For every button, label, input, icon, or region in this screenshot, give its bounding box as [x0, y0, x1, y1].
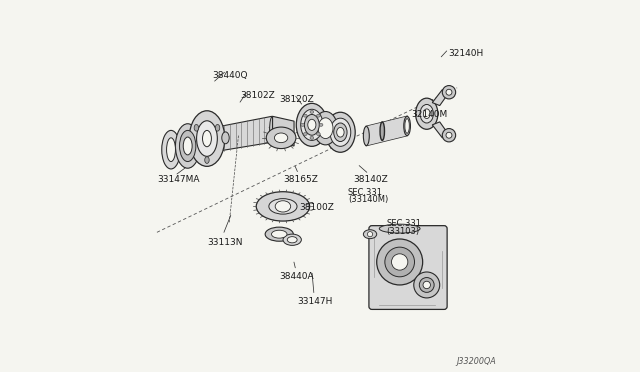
Ellipse shape: [275, 133, 288, 142]
Ellipse shape: [303, 132, 307, 135]
Ellipse shape: [287, 237, 297, 243]
Ellipse shape: [196, 121, 218, 156]
Polygon shape: [273, 116, 294, 146]
Text: 38120Z: 38120Z: [279, 95, 314, 104]
Ellipse shape: [318, 118, 333, 138]
Text: J33200QA: J33200QA: [456, 357, 496, 366]
Ellipse shape: [265, 227, 293, 241]
Ellipse shape: [333, 123, 347, 141]
Polygon shape: [366, 116, 407, 145]
Ellipse shape: [305, 115, 319, 135]
Ellipse shape: [317, 132, 320, 135]
Circle shape: [377, 239, 422, 285]
Circle shape: [442, 86, 456, 99]
Ellipse shape: [222, 132, 229, 144]
Ellipse shape: [189, 111, 225, 166]
Ellipse shape: [310, 137, 314, 139]
Ellipse shape: [275, 201, 291, 212]
Text: (33140M): (33140M): [348, 195, 388, 204]
Ellipse shape: [404, 116, 410, 136]
Ellipse shape: [271, 230, 287, 238]
Text: 38440Q: 38440Q: [212, 71, 248, 80]
Text: 33147H: 33147H: [298, 297, 333, 306]
Ellipse shape: [364, 230, 377, 238]
Text: 33113N: 33113N: [207, 238, 243, 247]
Ellipse shape: [269, 199, 297, 214]
Text: 38102Z: 38102Z: [240, 92, 275, 100]
Circle shape: [385, 247, 415, 277]
Ellipse shape: [308, 119, 316, 131]
Text: 32140M: 32140M: [411, 110, 447, 119]
Circle shape: [423, 281, 431, 289]
Ellipse shape: [420, 105, 433, 123]
Ellipse shape: [205, 157, 209, 163]
Ellipse shape: [364, 126, 369, 145]
Ellipse shape: [256, 192, 310, 221]
Ellipse shape: [194, 125, 198, 131]
Ellipse shape: [405, 119, 410, 133]
Ellipse shape: [283, 234, 301, 246]
Text: 33147MA: 33147MA: [157, 175, 200, 184]
Ellipse shape: [424, 109, 430, 119]
Text: SEC.331: SEC.331: [387, 219, 422, 228]
Ellipse shape: [319, 124, 323, 126]
Ellipse shape: [317, 114, 320, 117]
Circle shape: [442, 129, 456, 142]
Ellipse shape: [266, 127, 296, 148]
Text: 38440A: 38440A: [279, 272, 314, 281]
Text: 38165Z: 38165Z: [283, 175, 318, 184]
Ellipse shape: [183, 137, 192, 155]
Ellipse shape: [166, 138, 175, 161]
Circle shape: [367, 232, 372, 237]
Circle shape: [392, 254, 408, 270]
Ellipse shape: [337, 128, 344, 137]
Ellipse shape: [301, 124, 305, 126]
Ellipse shape: [269, 116, 276, 142]
Circle shape: [446, 132, 452, 138]
Circle shape: [414, 272, 440, 298]
Text: 38140Z: 38140Z: [353, 175, 388, 184]
Ellipse shape: [326, 112, 355, 152]
FancyBboxPatch shape: [369, 226, 447, 310]
Ellipse shape: [296, 103, 328, 146]
Circle shape: [419, 278, 434, 292]
Text: (33103): (33103): [387, 227, 420, 236]
Text: SEC.331: SEC.331: [348, 188, 383, 197]
Ellipse shape: [415, 98, 438, 129]
Ellipse shape: [301, 109, 323, 140]
Ellipse shape: [175, 124, 200, 168]
Text: 38100Z: 38100Z: [300, 203, 335, 212]
Ellipse shape: [330, 118, 351, 146]
Circle shape: [446, 89, 452, 95]
Ellipse shape: [202, 131, 211, 147]
Ellipse shape: [314, 112, 337, 145]
Polygon shape: [432, 90, 450, 106]
Ellipse shape: [303, 114, 307, 117]
Polygon shape: [432, 122, 450, 138]
Ellipse shape: [162, 131, 180, 169]
Ellipse shape: [180, 131, 196, 161]
Ellipse shape: [380, 224, 420, 233]
Polygon shape: [209, 116, 272, 153]
Ellipse shape: [380, 122, 385, 140]
Text: 32140H: 32140H: [448, 49, 483, 58]
Ellipse shape: [215, 125, 220, 131]
Ellipse shape: [310, 110, 314, 113]
